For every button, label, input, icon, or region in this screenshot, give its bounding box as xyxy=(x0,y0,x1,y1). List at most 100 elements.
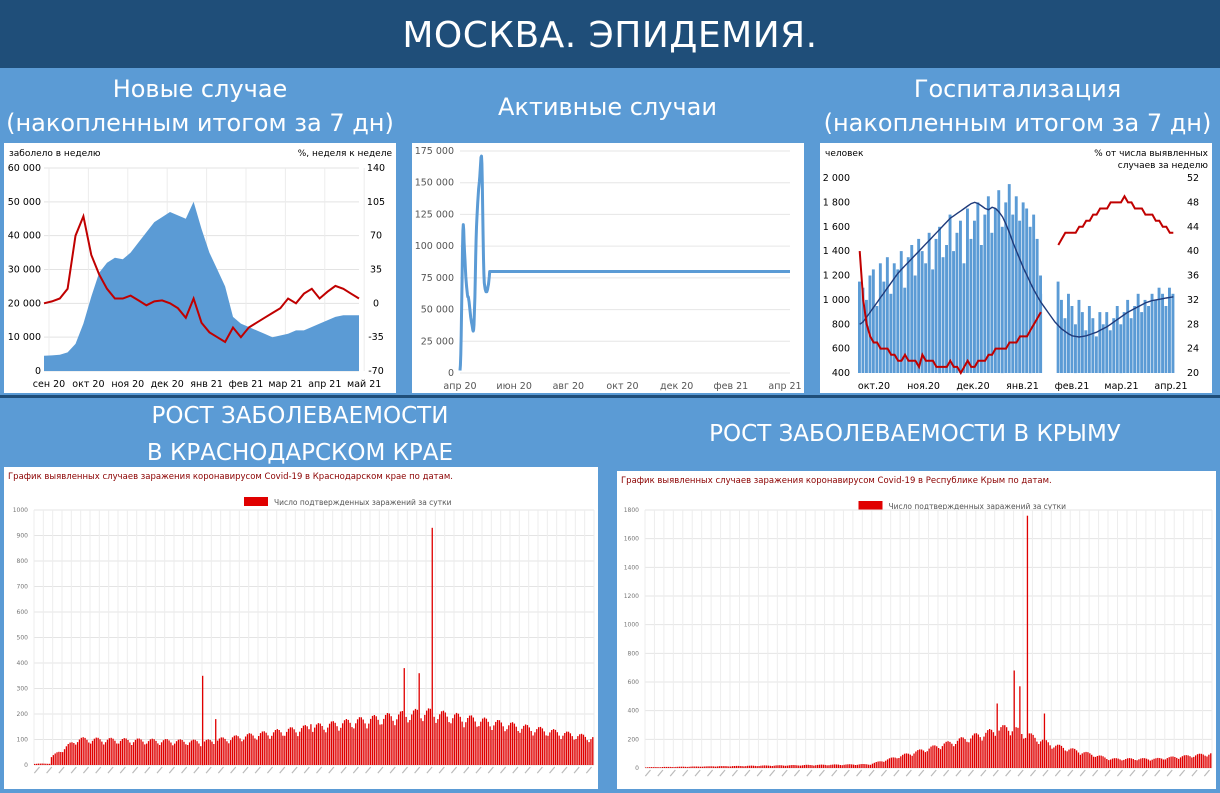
y-tick-label: 25 000 xyxy=(421,336,454,347)
bar xyxy=(662,767,664,768)
bar xyxy=(920,251,924,373)
x-tick-label xyxy=(181,766,188,774)
bar xyxy=(1060,745,1063,768)
bar xyxy=(737,765,739,768)
bar xyxy=(911,755,913,768)
bar xyxy=(754,765,756,768)
bar xyxy=(138,738,140,765)
x-tick-label: фев.21 xyxy=(1055,381,1090,392)
bar xyxy=(246,734,249,765)
bar xyxy=(730,766,732,768)
bar xyxy=(1168,757,1170,768)
bar xyxy=(1123,759,1125,768)
bar xyxy=(931,269,935,373)
bar xyxy=(190,740,193,765)
x-tick-label xyxy=(217,766,224,774)
bar xyxy=(714,766,717,768)
bar xyxy=(1143,758,1146,768)
bar xyxy=(854,765,857,768)
bar xyxy=(1204,755,1206,768)
y-tick-label: 50 000 xyxy=(8,197,41,208)
bar xyxy=(741,766,743,768)
bar xyxy=(545,735,547,765)
y-tick-label: 1 800 xyxy=(823,197,850,208)
y-tick-label: 800 xyxy=(832,319,850,330)
y2-tick-label: 70 xyxy=(370,231,382,242)
bar xyxy=(1185,755,1187,768)
bar xyxy=(707,766,709,768)
bar xyxy=(228,743,230,765)
bar xyxy=(952,251,955,373)
bar xyxy=(932,745,934,768)
bar xyxy=(798,765,800,768)
x-tick-label xyxy=(769,769,776,777)
x-tick-label xyxy=(401,766,408,774)
bar xyxy=(586,740,588,765)
bar xyxy=(47,763,49,765)
bar xyxy=(319,723,321,765)
bar xyxy=(1157,287,1161,373)
bar xyxy=(536,729,538,765)
bar xyxy=(215,719,217,765)
bar xyxy=(1013,670,1015,768)
x-tick-label xyxy=(561,766,568,774)
x-tick-label xyxy=(893,769,900,777)
bar xyxy=(794,765,796,768)
bar xyxy=(834,764,836,768)
bar xyxy=(248,733,250,765)
bar xyxy=(556,732,558,765)
x-tick-label: апр 21 xyxy=(308,379,341,390)
bar xyxy=(962,737,964,768)
bar xyxy=(272,732,275,765)
bar xyxy=(592,737,594,765)
bar xyxy=(403,668,405,765)
x-tick-label: окт.20 xyxy=(858,381,890,392)
bar xyxy=(62,752,64,765)
x-tick-label xyxy=(585,766,592,774)
bar xyxy=(547,735,549,765)
series-line-wow-pct xyxy=(43,212,360,344)
bar xyxy=(75,744,77,765)
y-tick-label: 1000 xyxy=(13,507,28,514)
bar xyxy=(65,746,68,765)
x-tick-label xyxy=(500,766,507,774)
x-tick-label xyxy=(328,766,335,774)
bar xyxy=(426,710,428,765)
bar xyxy=(881,761,883,768)
x-tick-label: ноя.20 xyxy=(907,381,940,392)
bar xyxy=(349,722,351,765)
bar xyxy=(209,739,211,765)
bar xyxy=(1079,754,1082,768)
x-tick-label: янв.21 xyxy=(1006,381,1039,392)
bar xyxy=(992,732,995,768)
bar xyxy=(345,719,348,765)
bar xyxy=(694,766,696,768)
x-tick-label xyxy=(144,766,151,774)
bar xyxy=(375,716,377,765)
bar xyxy=(973,733,976,768)
bar xyxy=(412,710,415,765)
bar xyxy=(168,740,170,765)
bar xyxy=(564,733,566,765)
bar xyxy=(1179,757,1182,768)
bar xyxy=(943,743,945,768)
bar xyxy=(877,761,879,768)
y-tick-label: 1200 xyxy=(624,593,639,600)
bar xyxy=(383,718,385,765)
x-tick-label xyxy=(254,766,261,774)
bar xyxy=(851,764,853,768)
bar xyxy=(1191,757,1193,768)
bar xyxy=(1081,753,1083,768)
x-tick-label xyxy=(905,769,912,777)
bar xyxy=(743,766,745,768)
bar xyxy=(82,737,84,765)
bar xyxy=(658,767,660,768)
x-tick-label xyxy=(450,766,458,774)
bar xyxy=(962,263,966,373)
x-tick-label: фев 21 xyxy=(229,379,264,390)
bar xyxy=(495,721,497,765)
bar xyxy=(976,202,980,373)
bar xyxy=(437,719,439,765)
bar xyxy=(69,742,71,765)
bar xyxy=(809,765,811,768)
